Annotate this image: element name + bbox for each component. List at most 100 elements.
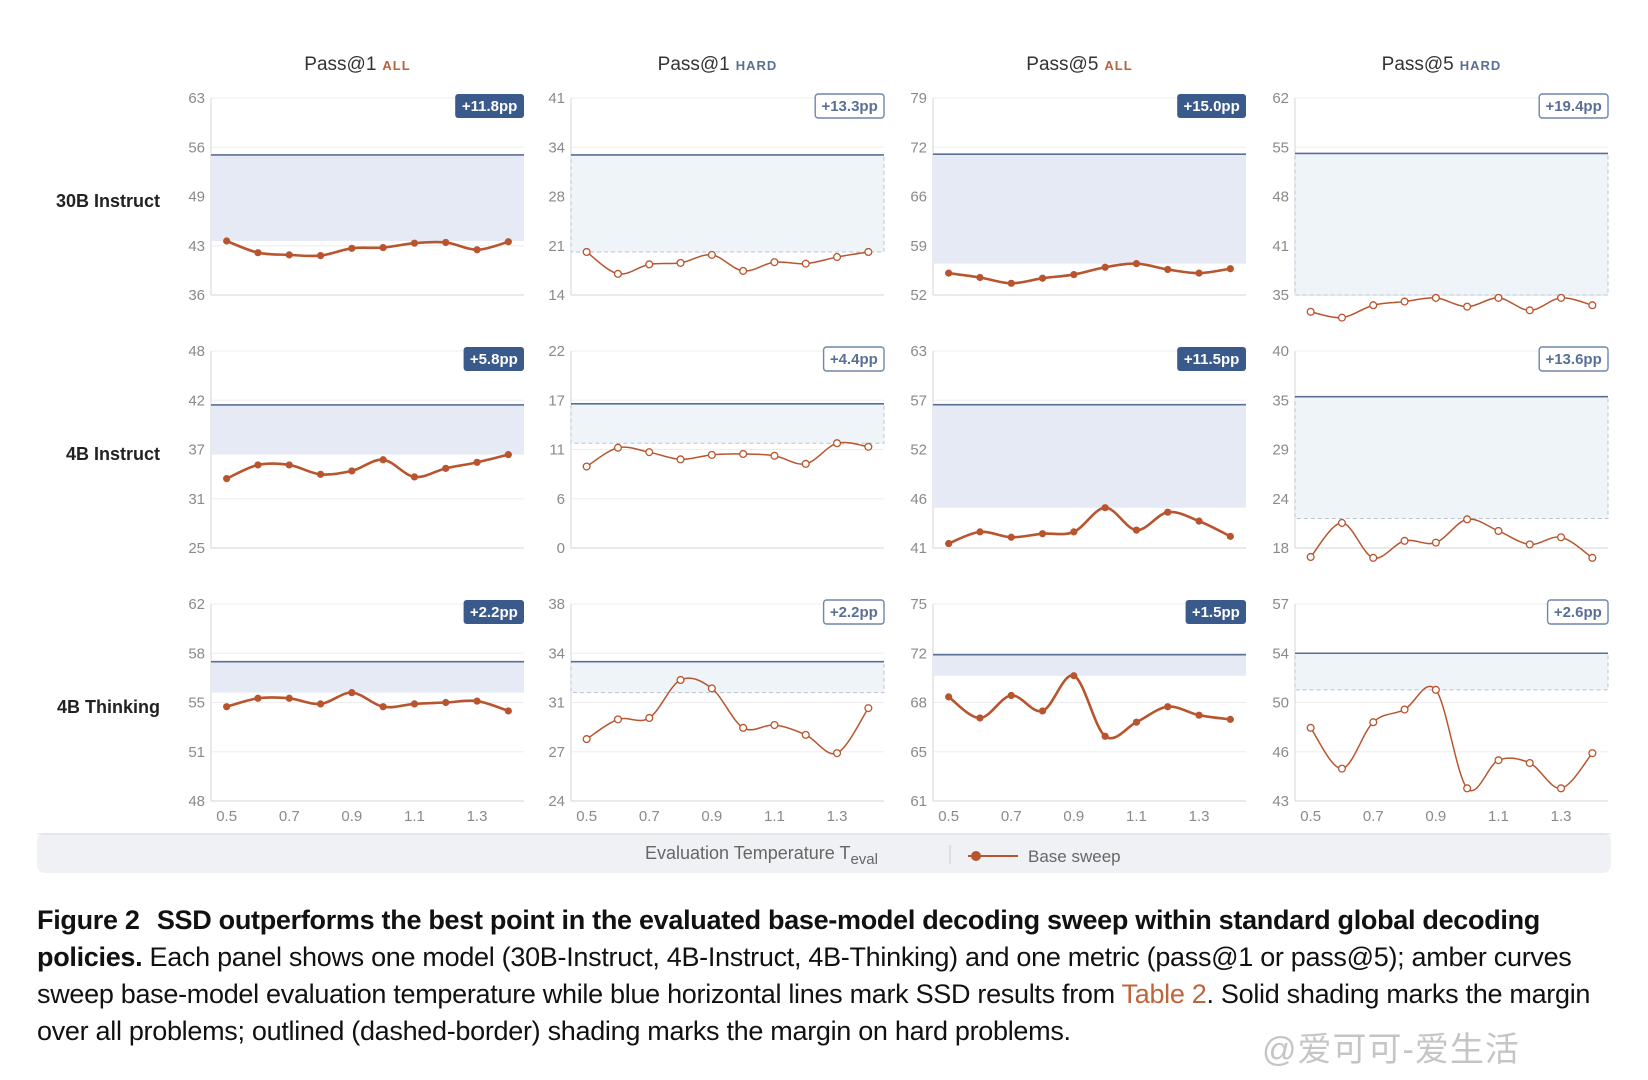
y-tick-label: 75 — [910, 596, 927, 613]
sweep-point — [945, 693, 953, 701]
x-tick-label: 1.3 — [467, 808, 488, 825]
margin-shading — [1294, 152, 1609, 296]
margin-shading — [570, 154, 885, 253]
sweep-point — [442, 464, 450, 472]
figure-2-chart-grid: Pass@1 ALL Pass@1 HARD Pass@5 ALL Pass@5 HARD 30… — [37, 54, 1611, 873]
y-tick-label: 63 — [188, 90, 205, 107]
x-tick-label: 0.5 — [216, 808, 237, 825]
sweep-point — [801, 730, 810, 739]
row-label-1: 30B Instruct — [56, 191, 160, 211]
sweep-point — [1070, 270, 1078, 279]
y-tick-label: 56 — [188, 139, 205, 156]
sweep-point — [613, 443, 622, 452]
y-tick-label: 31 — [188, 491, 205, 508]
x-tick-label: 1.1 — [1488, 808, 1509, 825]
sweep-point — [316, 252, 325, 260]
y-tick-label: 48 — [188, 793, 205, 810]
margin-shading — [933, 404, 1246, 508]
sweep-point — [832, 749, 842, 758]
column-title-2: Pass@1 HARD — [658, 54, 778, 75]
badge-label: +11.8pp — [462, 98, 517, 115]
sweep-point — [1337, 764, 1346, 773]
x-tick-label: 0.7 — [279, 808, 300, 825]
base-sweep-line — [226, 691, 509, 713]
sweep-point — [1400, 705, 1409, 714]
y-tick-label: 65 — [910, 744, 927, 761]
badge-background — [1177, 347, 1246, 371]
y-tick-label: 46 — [910, 491, 927, 508]
row-label-3: 4B Thinking — [57, 697, 160, 717]
x-axis-title: Evaluation Temperature Teval — [645, 843, 878, 868]
sweep-point — [1557, 784, 1566, 793]
badge-label: +2.2pp — [470, 604, 518, 621]
y-tick-label: 21 — [548, 238, 565, 255]
sweep-point — [316, 470, 325, 478]
y-tick-label: 62 — [1272, 90, 1289, 107]
improvement-badge: +5.8pp — [463, 347, 524, 371]
y-tick-label: 35 — [1272, 287, 1289, 304]
sweep-point — [348, 689, 356, 697]
sweep-point — [832, 439, 842, 448]
y-tick-label: 34 — [548, 139, 565, 156]
sweep-point — [254, 461, 262, 469]
table-2-link[interactable]: Table 2 — [1121, 979, 1207, 1009]
sweep-point — [1431, 538, 1440, 547]
badge-background — [455, 94, 524, 118]
sweep-point — [1525, 540, 1534, 549]
sweep-point — [379, 703, 387, 711]
badge-background — [814, 93, 885, 119]
sweep-point — [1525, 306, 1534, 315]
y-tick-label: 22 — [548, 343, 565, 360]
x-tick-label: 0.5 — [576, 808, 597, 825]
y-tick-label: 48 — [188, 343, 205, 360]
sweep-point — [1463, 784, 1472, 793]
sweep-point — [473, 458, 481, 466]
sweep-point — [1400, 536, 1409, 545]
base-sweep-line — [1310, 685, 1593, 792]
base-sweep-line — [226, 239, 509, 258]
column-title-3: Pass@5 ALL — [1026, 54, 1132, 75]
sweep-point — [1306, 552, 1315, 562]
sweep-point — [1431, 293, 1440, 302]
sweep-point — [1195, 269, 1203, 277]
sweep-point — [285, 461, 293, 469]
y-tick-label: 50 — [1272, 695, 1289, 712]
sweep-point — [410, 239, 419, 247]
y-tick-label: 18 — [1272, 540, 1289, 557]
y-tick-label: 40 — [1272, 343, 1289, 360]
sweep-point — [410, 700, 419, 708]
x-tick-label: 0.5 — [938, 808, 959, 825]
sweep-point — [676, 675, 685, 685]
sweep-point — [864, 704, 873, 713]
sweep-point — [410, 473, 419, 481]
y-tick-label: 49 — [188, 189, 205, 206]
y-tick-label: 66 — [910, 189, 927, 206]
x-axis-legend-bar: Evaluation Temperature Teval Base sweep — [37, 833, 1611, 873]
x-tick-label: 1.1 — [1126, 808, 1147, 825]
sweep-point — [1306, 307, 1315, 316]
y-tick-label: 57 — [1272, 596, 1289, 613]
badge-background — [463, 600, 524, 624]
sweep-point — [285, 251, 293, 259]
improvement-badge: +15.0pp — [1177, 94, 1246, 118]
margin-shading — [570, 403, 885, 444]
badge-background — [1177, 94, 1246, 118]
y-tick-label: 41 — [548, 90, 565, 107]
improvement-badge: +2.2pp — [822, 599, 885, 625]
sweep-point — [1007, 533, 1015, 541]
sweep-point — [379, 243, 387, 252]
sweep-point — [739, 449, 748, 459]
sweep-point — [379, 456, 387, 464]
sweep-point — [945, 539, 953, 548]
sweep-point — [1494, 526, 1503, 536]
improvement-badge: +19.4pp — [1538, 93, 1609, 119]
y-tick-label: 38 — [548, 596, 565, 613]
badge-label: +11.5pp — [1184, 351, 1239, 368]
sweep-point — [864, 247, 873, 257]
y-tick-label: 55 — [1272, 139, 1289, 156]
base-sweep-line — [1310, 297, 1593, 319]
badge-background — [822, 346, 885, 372]
base-sweep-line — [226, 453, 509, 480]
x-tick-label: 0.9 — [1425, 808, 1446, 825]
sweep-point — [1070, 528, 1078, 536]
